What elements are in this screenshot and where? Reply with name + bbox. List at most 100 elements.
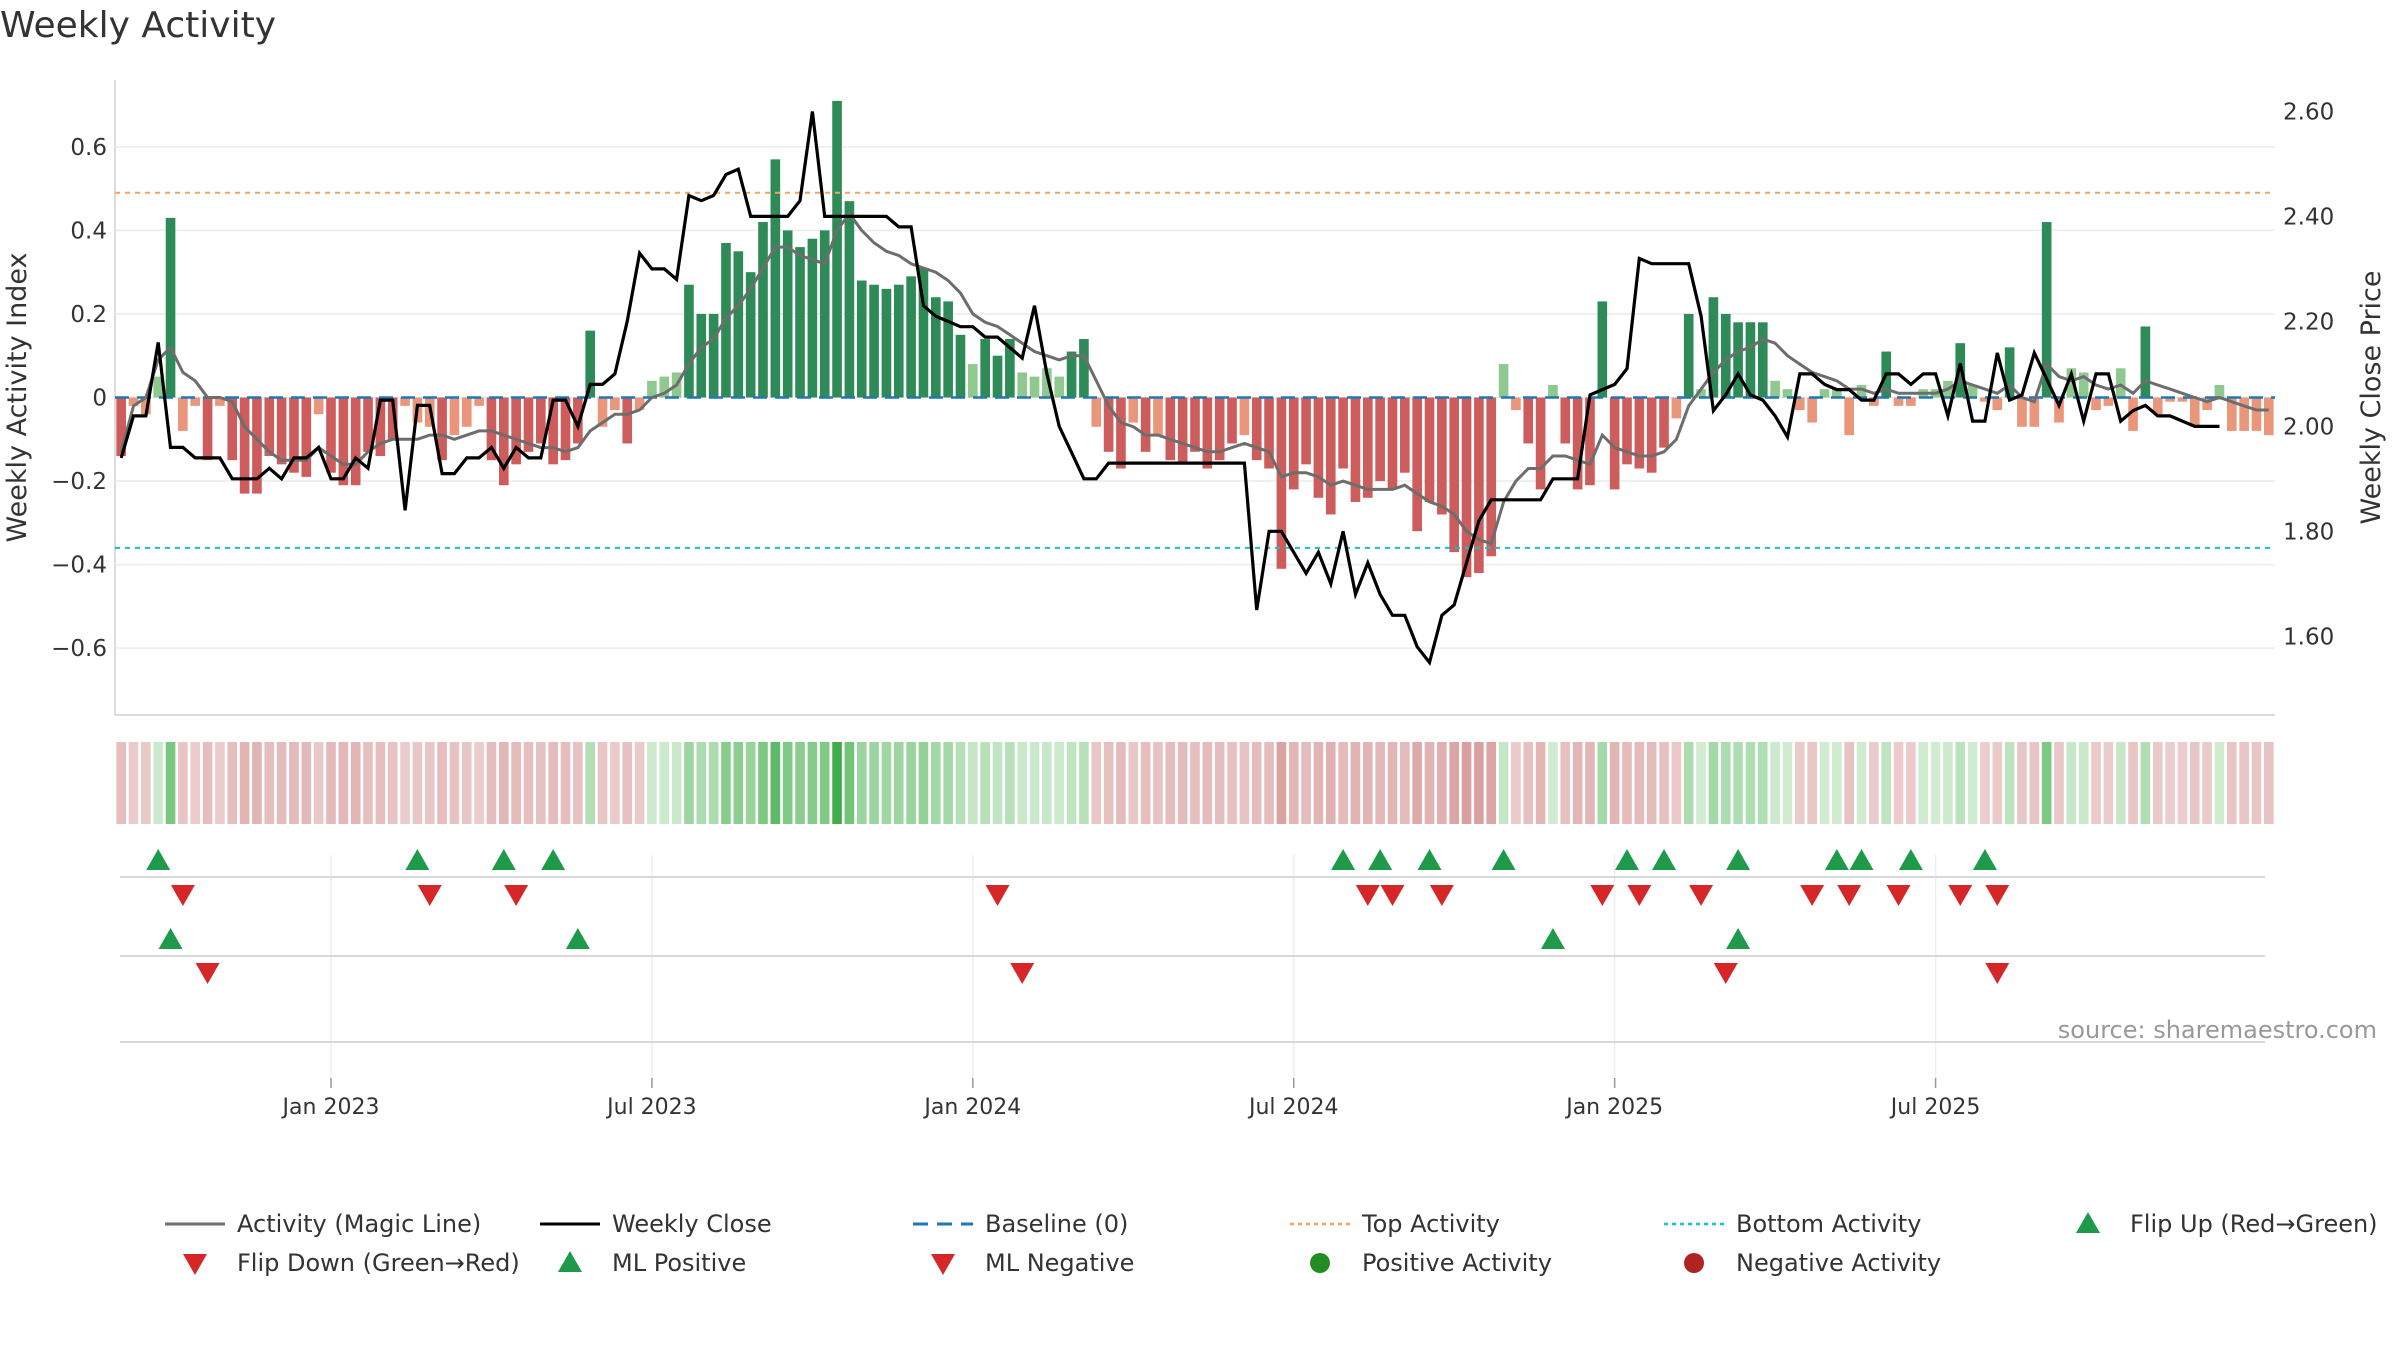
flip-up-marker: [1972, 849, 1997, 870]
activity-bar: [659, 376, 670, 398]
heat-cell: [869, 742, 879, 824]
activity-bar: [338, 397, 349, 486]
heat-cell: [227, 742, 238, 824]
heat-cell: [1906, 742, 1916, 824]
activity-bar: [1794, 397, 1805, 411]
y2-tick-label: 2.20: [2283, 309, 2334, 335]
heat-cell: [2103, 742, 2114, 824]
x-tick-label: Jul 2024: [1247, 1095, 1339, 1120]
activity-bar: [498, 397, 509, 486]
activity-bar: [1449, 397, 1460, 553]
activity-bar: [980, 339, 990, 398]
x-tick-label: Jan 2025: [1564, 1095, 1663, 1120]
legend-label: Positive Activity: [1362, 1249, 1552, 1277]
activity-bar: [696, 313, 707, 398]
legend-label: ML Negative: [985, 1249, 1134, 1277]
flip-up-marker: [1491, 849, 1516, 870]
heat-cell: [1276, 742, 1287, 824]
activity-bar: [1745, 322, 1756, 398]
y2-tick-label: 1.60: [2283, 624, 2334, 650]
heat-cell: [980, 742, 990, 824]
activity-bar: [1325, 397, 1336, 515]
activity-bar: [2041, 222, 2052, 398]
heat-cell: [1782, 742, 1793, 824]
activity-bar: [930, 297, 941, 398]
activity-bar: [1720, 313, 1731, 398]
heat-cell: [190, 742, 201, 824]
activity-bar: [955, 334, 966, 398]
activity-bar: [461, 397, 472, 427]
heat-cell: [2140, 742, 2151, 824]
heat-cell: [2054, 742, 2064, 824]
activity-bar: [1535, 397, 1546, 490]
flip-down-marker: [170, 885, 195, 906]
activity-bar: [1140, 397, 1151, 452]
activity-bar: [227, 397, 238, 461]
heat-cell: [2251, 742, 2262, 824]
heat-cell: [1856, 742, 1867, 824]
x-tick-label: Jul 2025: [1889, 1095, 1981, 1120]
heat-cell: [1387, 742, 1398, 824]
y-tick-label: 0: [92, 386, 107, 412]
flip-up-marker: [1331, 849, 1356, 870]
legend-swatch: [183, 1254, 207, 1275]
ml-negative-marker: [1713, 963, 1738, 984]
flip-down-marker: [1689, 885, 1714, 906]
heat-cell: [289, 742, 299, 824]
activity-bar: [2152, 397, 2163, 415]
activity-bar: [1153, 397, 1163, 436]
heat-cell: [2239, 742, 2249, 824]
legend-label: Negative Activity: [1736, 1249, 1941, 1277]
activity-bar: [968, 364, 978, 398]
activity-bar: [573, 397, 583, 444]
activity-bar: [1770, 380, 1780, 398]
activity-bar: [1362, 397, 1373, 498]
heat-cell: [1757, 742, 1768, 824]
heat-cell: [449, 742, 460, 824]
activity-bar: [1017, 372, 1028, 398]
activity-bar: [1634, 397, 1645, 469]
heat-cell: [560, 742, 571, 824]
heat-cell: [844, 742, 855, 824]
flip-up-marker: [1898, 849, 1923, 870]
heat-cell: [461, 742, 472, 824]
heat-cell: [1437, 742, 1447, 824]
flip-down-marker: [1948, 885, 1973, 906]
activity-bar: [548, 397, 558, 465]
heat-cell: [400, 742, 410, 824]
activity-bar: [1733, 322, 1743, 398]
y-tick-label: −0.6: [51, 636, 107, 662]
activity-bar: [1498, 364, 1509, 398]
heat-cell: [2214, 742, 2225, 824]
heat-cell: [548, 742, 558, 824]
heat-cell: [338, 742, 349, 824]
heat-cell: [1227, 742, 1237, 824]
legend-label: Weekly Close: [612, 1210, 772, 1238]
activity-bar: [684, 284, 694, 398]
activity-bar: [153, 376, 164, 398]
heat-cell: [610, 742, 620, 824]
flip-down-marker: [1429, 885, 1454, 906]
activity-bar: [893, 284, 904, 398]
flip-up-marker: [541, 849, 566, 870]
legend-swatch: [558, 1251, 582, 1272]
heat-cell: [758, 742, 768, 824]
heat-cell: [2202, 742, 2212, 824]
ml-positive-marker: [1540, 928, 1565, 949]
activity-bar: [1980, 397, 1990, 402]
legend-swatch: [1684, 1253, 1704, 1273]
activity-bar: [881, 288, 892, 398]
legend-label: Baseline (0): [985, 1210, 1128, 1238]
activity-bar: [943, 301, 953, 398]
activity-bar: [2202, 397, 2212, 411]
flip-up-marker: [1824, 849, 1849, 870]
flip-up-marker: [1417, 849, 1442, 870]
activity-bar: [708, 313, 719, 398]
heat-cell: [239, 742, 250, 824]
heat-cell: [350, 742, 361, 824]
heat-cell: [1770, 742, 1780, 824]
heat-cell: [1511, 742, 1521, 824]
activity-bar: [2017, 397, 2027, 427]
heat-cell: [2189, 742, 2200, 824]
activity-bar: [597, 397, 608, 427]
